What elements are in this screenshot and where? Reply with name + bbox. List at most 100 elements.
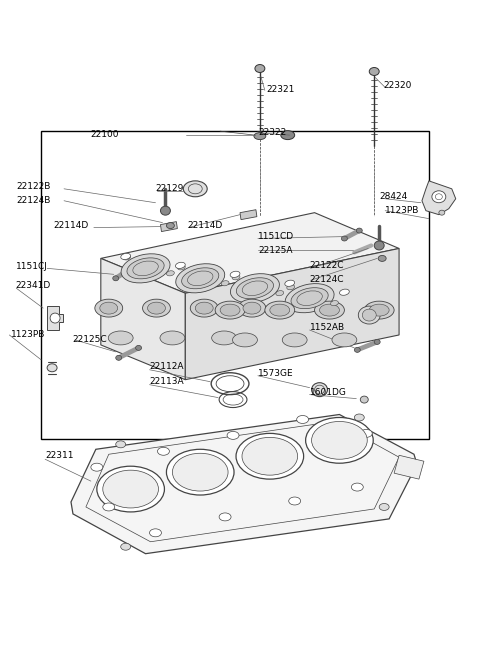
Ellipse shape xyxy=(276,291,284,296)
Polygon shape xyxy=(101,258,185,380)
Ellipse shape xyxy=(306,417,373,463)
Text: 22129: 22129 xyxy=(156,184,184,194)
Polygon shape xyxy=(71,415,417,554)
Ellipse shape xyxy=(178,265,185,270)
Ellipse shape xyxy=(167,222,174,228)
Ellipse shape xyxy=(439,210,445,215)
Ellipse shape xyxy=(143,299,170,317)
Ellipse shape xyxy=(265,301,295,319)
Ellipse shape xyxy=(312,382,327,397)
Ellipse shape xyxy=(121,254,170,283)
Ellipse shape xyxy=(379,503,389,510)
Text: 1573GE: 1573GE xyxy=(258,369,294,379)
Ellipse shape xyxy=(287,285,295,290)
Bar xyxy=(41,131,429,440)
Ellipse shape xyxy=(190,299,218,317)
Ellipse shape xyxy=(232,333,257,347)
Text: 22125A: 22125A xyxy=(258,246,292,255)
Ellipse shape xyxy=(369,304,389,316)
Ellipse shape xyxy=(181,268,219,289)
Ellipse shape xyxy=(243,302,261,314)
Text: 22341D: 22341D xyxy=(15,281,50,290)
Ellipse shape xyxy=(242,438,298,475)
Ellipse shape xyxy=(176,262,185,268)
Ellipse shape xyxy=(212,331,237,345)
Text: 22321: 22321 xyxy=(267,85,295,94)
Ellipse shape xyxy=(103,470,158,508)
Ellipse shape xyxy=(195,302,213,314)
Text: 28424: 28424 xyxy=(379,192,408,201)
Polygon shape xyxy=(47,306,63,330)
Ellipse shape xyxy=(358,306,380,324)
Ellipse shape xyxy=(123,255,131,260)
Text: 22122B: 22122B xyxy=(16,182,51,192)
Ellipse shape xyxy=(238,299,266,317)
Ellipse shape xyxy=(281,131,295,140)
Ellipse shape xyxy=(113,276,119,281)
Ellipse shape xyxy=(221,281,229,286)
Ellipse shape xyxy=(47,364,57,372)
Ellipse shape xyxy=(236,434,304,479)
Ellipse shape xyxy=(285,280,295,287)
Ellipse shape xyxy=(285,283,334,313)
Ellipse shape xyxy=(230,274,279,303)
Ellipse shape xyxy=(150,529,161,537)
Ellipse shape xyxy=(362,309,376,321)
Ellipse shape xyxy=(354,348,360,352)
Ellipse shape xyxy=(100,302,118,314)
Ellipse shape xyxy=(160,331,185,345)
Text: 22124C: 22124C xyxy=(310,275,344,284)
Ellipse shape xyxy=(254,133,266,140)
Ellipse shape xyxy=(320,304,339,316)
Text: 22311: 22311 xyxy=(45,451,73,460)
Text: 1151CD: 1151CD xyxy=(258,232,294,241)
Polygon shape xyxy=(422,181,456,215)
Ellipse shape xyxy=(314,301,344,319)
Ellipse shape xyxy=(128,266,133,271)
Ellipse shape xyxy=(97,466,165,512)
Ellipse shape xyxy=(255,64,265,72)
Text: 22114D: 22114D xyxy=(187,221,223,230)
Ellipse shape xyxy=(220,304,240,316)
Ellipse shape xyxy=(91,463,103,471)
Ellipse shape xyxy=(127,258,164,279)
Ellipse shape xyxy=(219,513,231,521)
Ellipse shape xyxy=(369,68,379,75)
Ellipse shape xyxy=(356,228,362,233)
Ellipse shape xyxy=(378,255,386,261)
Ellipse shape xyxy=(291,288,328,309)
Text: 22122C: 22122C xyxy=(310,261,344,270)
Ellipse shape xyxy=(167,271,174,276)
Ellipse shape xyxy=(339,289,349,295)
Ellipse shape xyxy=(374,339,380,344)
Text: 22124B: 22124B xyxy=(16,196,51,205)
Ellipse shape xyxy=(297,415,309,423)
Ellipse shape xyxy=(167,449,234,495)
Ellipse shape xyxy=(364,301,394,319)
Text: 1151CJ: 1151CJ xyxy=(16,262,48,271)
Ellipse shape xyxy=(270,304,290,316)
Ellipse shape xyxy=(288,497,300,505)
Ellipse shape xyxy=(374,241,384,250)
Ellipse shape xyxy=(147,302,166,314)
Ellipse shape xyxy=(183,181,207,197)
Ellipse shape xyxy=(116,356,122,360)
Ellipse shape xyxy=(227,432,239,440)
Ellipse shape xyxy=(232,275,240,280)
Ellipse shape xyxy=(176,264,225,293)
Ellipse shape xyxy=(121,253,131,260)
Text: 22320: 22320 xyxy=(383,81,411,90)
Ellipse shape xyxy=(282,333,307,347)
Ellipse shape xyxy=(351,483,363,491)
Ellipse shape xyxy=(230,271,240,277)
Ellipse shape xyxy=(215,301,245,319)
Ellipse shape xyxy=(360,396,368,403)
Ellipse shape xyxy=(331,300,338,306)
Text: 1123PB: 1123PB xyxy=(12,331,46,339)
Ellipse shape xyxy=(95,299,123,317)
Ellipse shape xyxy=(160,206,170,215)
Text: 1601DG: 1601DG xyxy=(310,388,347,397)
Ellipse shape xyxy=(341,236,348,241)
Ellipse shape xyxy=(50,313,60,323)
Text: 22125C: 22125C xyxy=(72,335,107,344)
